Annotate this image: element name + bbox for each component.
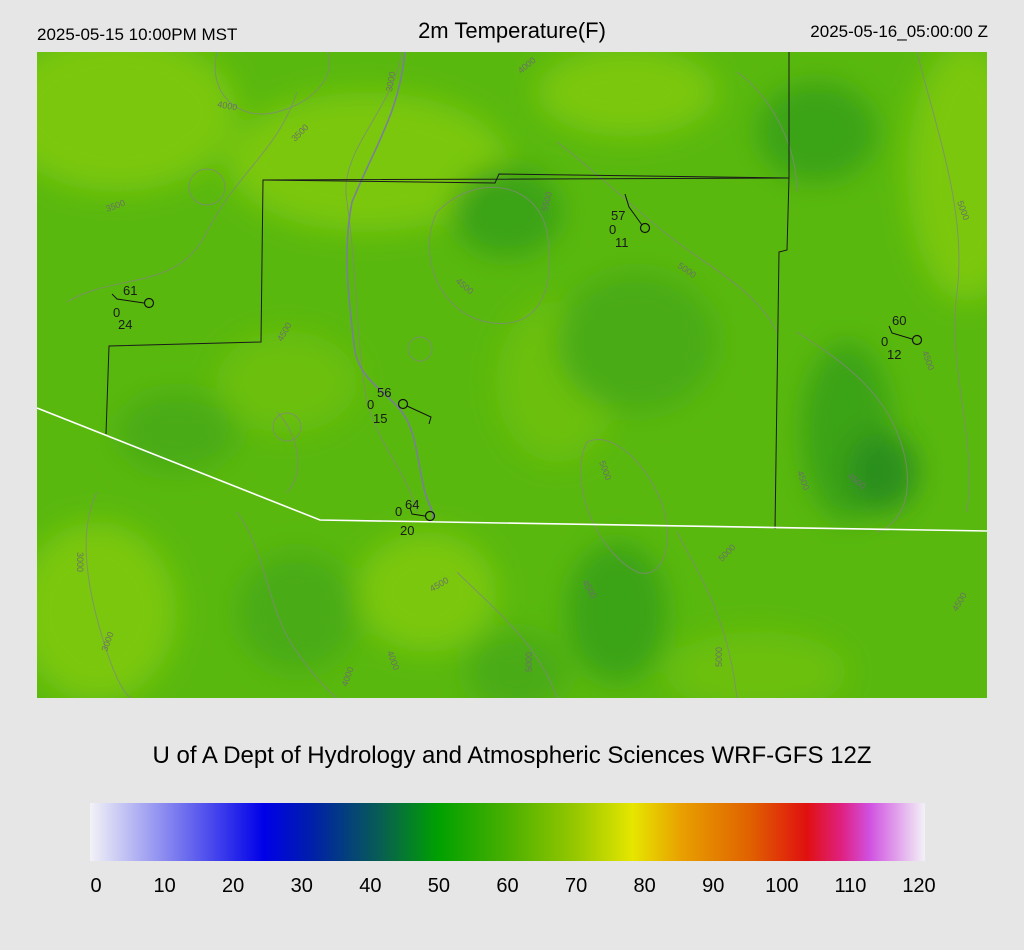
contour-label: 5000 (714, 647, 724, 667)
contour-label: 5000 (524, 652, 534, 672)
station-temp: 56 (377, 385, 391, 400)
station-circle (424, 510, 436, 522)
colorbar-tick-label: 80 (633, 875, 656, 897)
station-circle (397, 398, 409, 410)
colorbar-tick-label: 10 (153, 875, 176, 897)
utc-time-label: 2025-05-16_05:00:00 Z (810, 22, 988, 41)
colorbar-tick-label: 90 (702, 875, 725, 897)
colorbar-tick-label: 100 (765, 875, 799, 897)
colorbar-tick-label: 20 (222, 875, 245, 897)
colorbar-tick-label: 120 (902, 875, 936, 897)
station-cover: 0 (881, 334, 888, 349)
colorbar-tick-label: 60 (496, 875, 519, 897)
state-border (37, 407, 987, 532)
wind-barb (406, 405, 432, 425)
station-plot: 56 0 15 (367, 385, 432, 426)
local-time-label: 2025-05-15 10:00PM MST (37, 25, 238, 44)
station-dewpoint: 20 (400, 523, 414, 538)
station-cover: 0 (395, 504, 402, 519)
station-circle (143, 297, 155, 309)
colorbar-tick-label: 70 (564, 875, 588, 897)
temperature-colorbar (90, 803, 925, 861)
station-cover: 0 (609, 222, 616, 237)
station-circle (911, 334, 923, 346)
wind-barb (111, 293, 145, 304)
station-dewpoint: 12 (887, 347, 901, 362)
wind-barb (409, 507, 426, 517)
colorbar-tick-label: 0 (90, 875, 102, 897)
station-plots: 61 0 24 57 0 11 60 0 12 56 (111, 193, 923, 538)
station-plot: 61 0 24 (111, 283, 155, 332)
colorbar-tick-label: 110 (834, 875, 867, 897)
colorbar-tick-label: 50 (427, 875, 451, 897)
station-temp: 57 (611, 208, 625, 223)
station-dewpoint: 11 (615, 235, 629, 250)
colorbar-tick-label: 30 (290, 875, 313, 897)
temperature-map: 3000 3500 4000 4500 5000 5500 3500 4000 … (37, 52, 987, 698)
station-temp: 61 (123, 283, 137, 298)
elevation-contours (66, 52, 970, 698)
river-line (346, 52, 434, 519)
station-plot: 64 0 20 (395, 497, 436, 538)
map-title: 2m Temperature(F) (418, 18, 606, 43)
wind-barb (888, 325, 913, 340)
wind-barb (624, 193, 643, 226)
credit-line: U of A Dept of Hydrology and Atmospheric… (152, 742, 872, 769)
station-temp: 60 (892, 313, 906, 328)
contour-label: 3000 (384, 71, 397, 92)
station-plot: 57 0 11 (609, 193, 651, 250)
county-boundaries (105, 52, 790, 530)
station-cover: 0 (113, 305, 120, 320)
contour-label: 3000 (75, 552, 85, 572)
station-cover: 0 (367, 397, 374, 412)
station-plot: 60 0 12 (881, 313, 923, 362)
station-circle (639, 222, 651, 234)
station-dewpoint: 15 (373, 411, 387, 426)
contour-label: 4000 (217, 99, 238, 112)
station-temp: 64 (405, 497, 419, 512)
colorbar-tick-label: 40 (359, 875, 382, 897)
station-dewpoint: 24 (118, 317, 132, 332)
